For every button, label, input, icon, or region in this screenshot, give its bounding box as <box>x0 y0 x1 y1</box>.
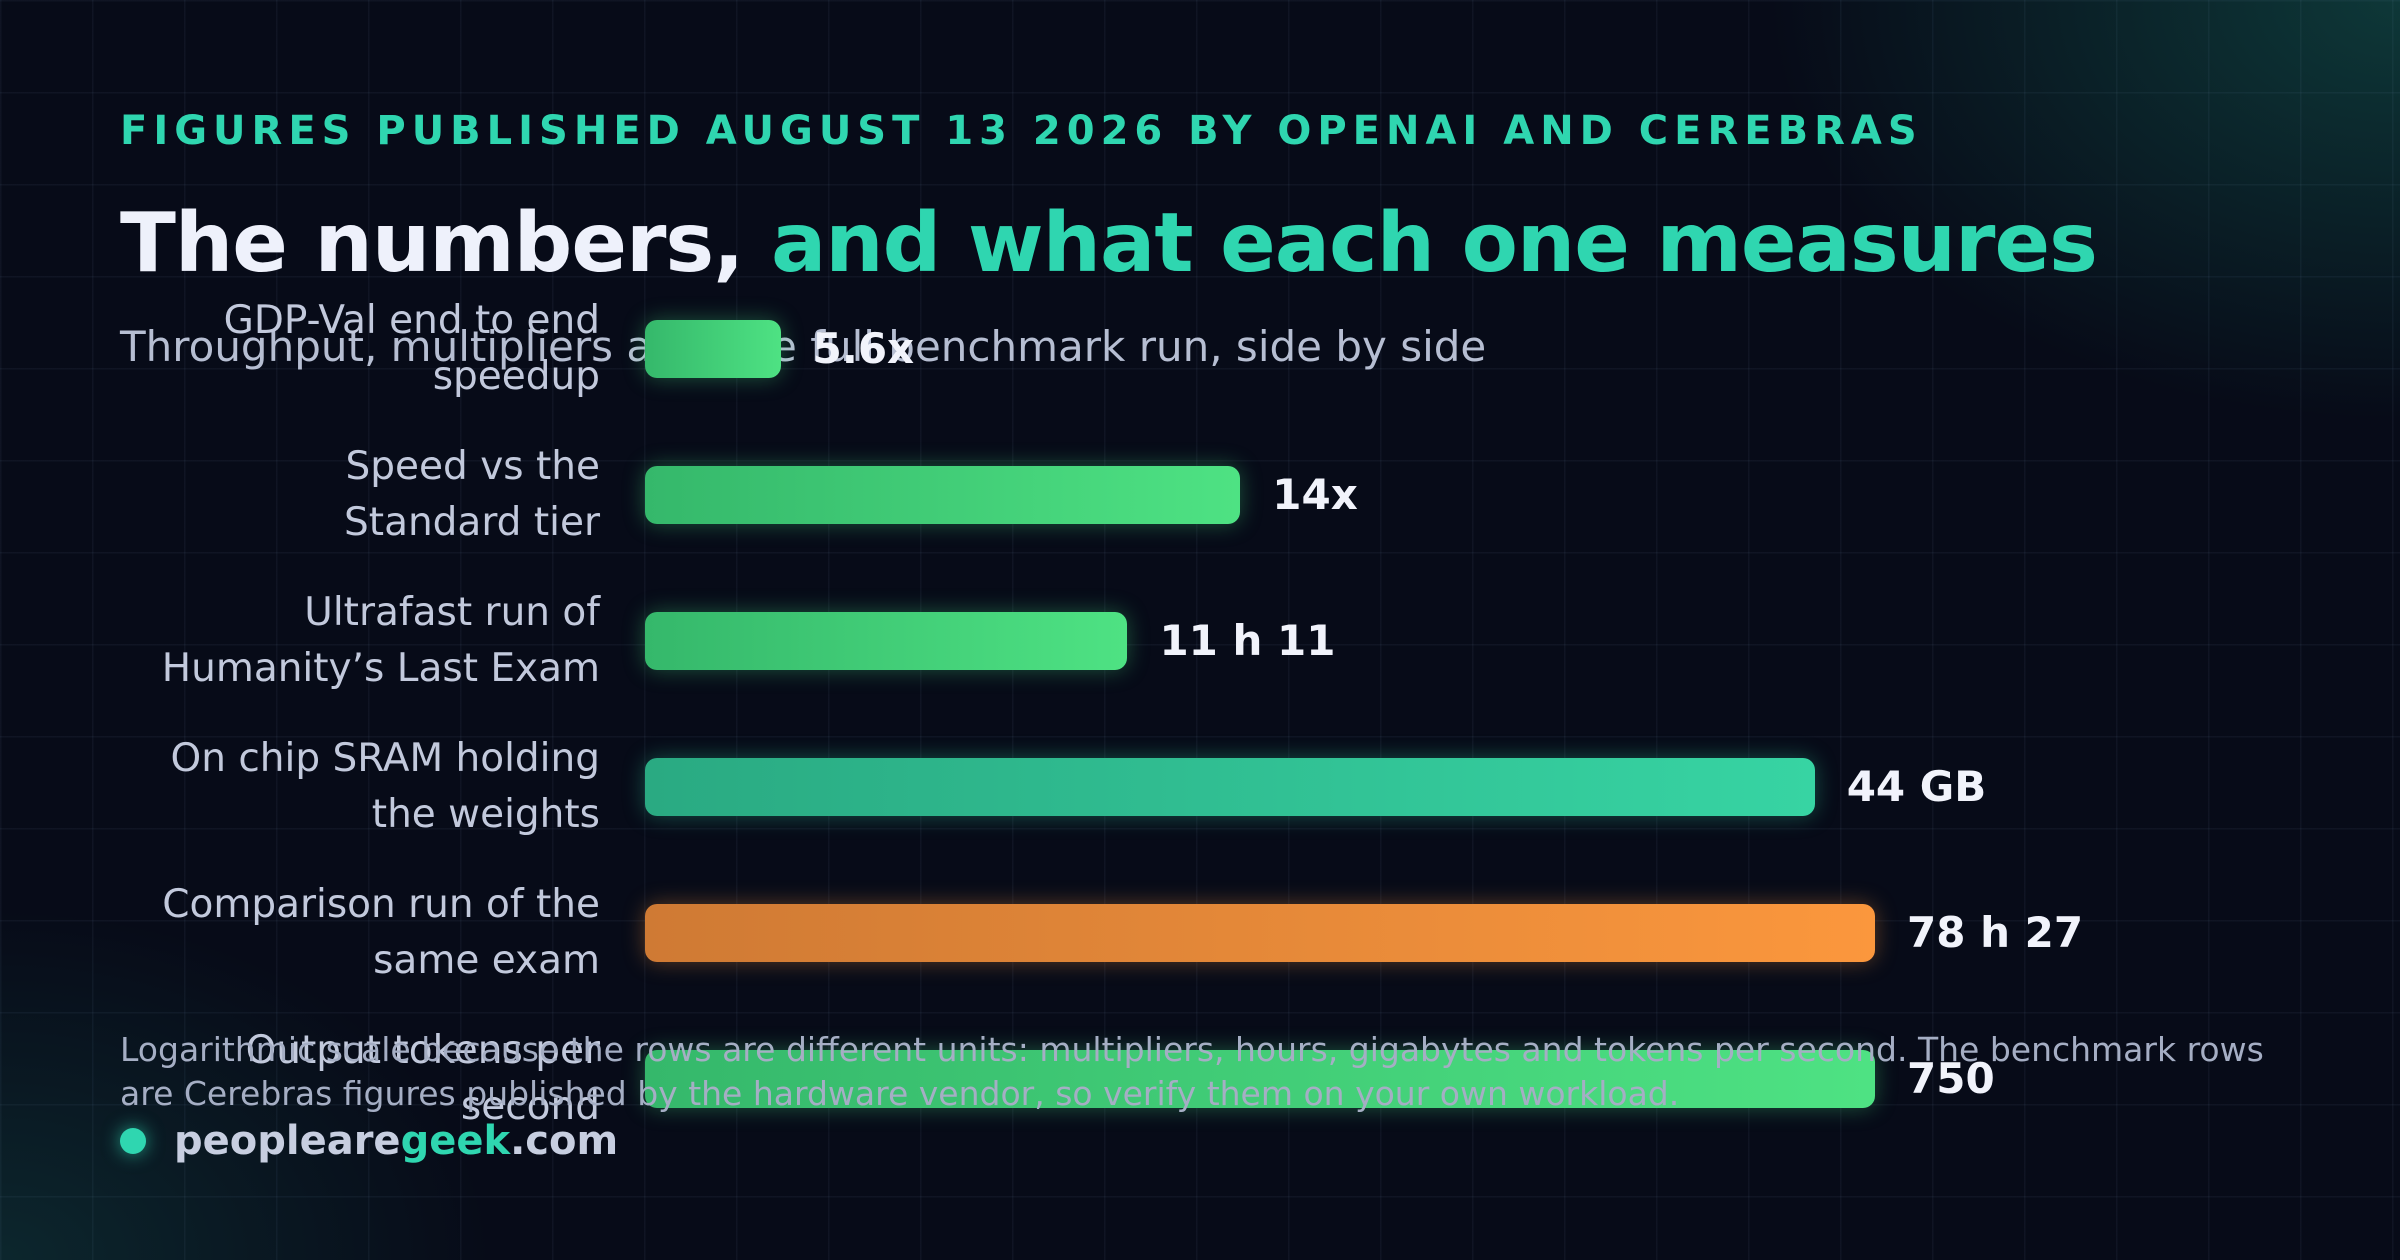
bar-value-label: 78 h 27 <box>1907 908 2084 957</box>
bar-value-label: 44 GB <box>1846 762 1987 811</box>
bar <box>645 612 1128 670</box>
page-title: The numbers, and what each one measures <box>120 196 2098 291</box>
eyebrow-text: FIGURES PUBLISHED AUGUST 13 2026 BY OPEN… <box>120 108 1923 154</box>
brand-logo[interactable]: peopleare geek .com <box>120 1118 618 1164</box>
bar-value-label: 5.6x <box>812 324 915 373</box>
bar-category-label: GDP-Val end to end speedup <box>223 298 600 399</box>
bar <box>645 320 781 378</box>
bar-category-label: On chip SRAM holding the weights <box>170 736 600 837</box>
bar-category-label: Comparison run of the same exam <box>162 882 600 983</box>
brand-suffix: .com <box>510 1118 619 1164</box>
bar-value-label: 750 <box>1907 1054 1995 1103</box>
bar-category-label: Speed vs the Standard tier <box>344 444 600 545</box>
bar-value-label: 14x <box>1272 470 1358 519</box>
bar <box>645 904 1875 962</box>
brand-dot-icon <box>120 1128 146 1154</box>
bar-value-label: 11 h 11 <box>1159 616 1336 665</box>
title-main: The numbers, <box>120 196 744 291</box>
page-subtitle: Throughput, multipliers and one full ben… <box>120 322 1487 371</box>
bar-category-label: Output tokens per second <box>245 1028 600 1129</box>
bar <box>645 466 1241 524</box>
bar <box>645 1050 1875 1108</box>
bar-category-label: Ultrafast run of Humanity’s Last Exam <box>161 590 600 691</box>
footnote: Logarithmic scale because the rows are d… <box>120 1030 2264 1113</box>
title-accent: and what each one measures <box>743 196 2098 291</box>
brand-accent: geek <box>400 1118 511 1164</box>
bar <box>645 758 1815 816</box>
brand-prefix: peopleare <box>174 1118 401 1164</box>
